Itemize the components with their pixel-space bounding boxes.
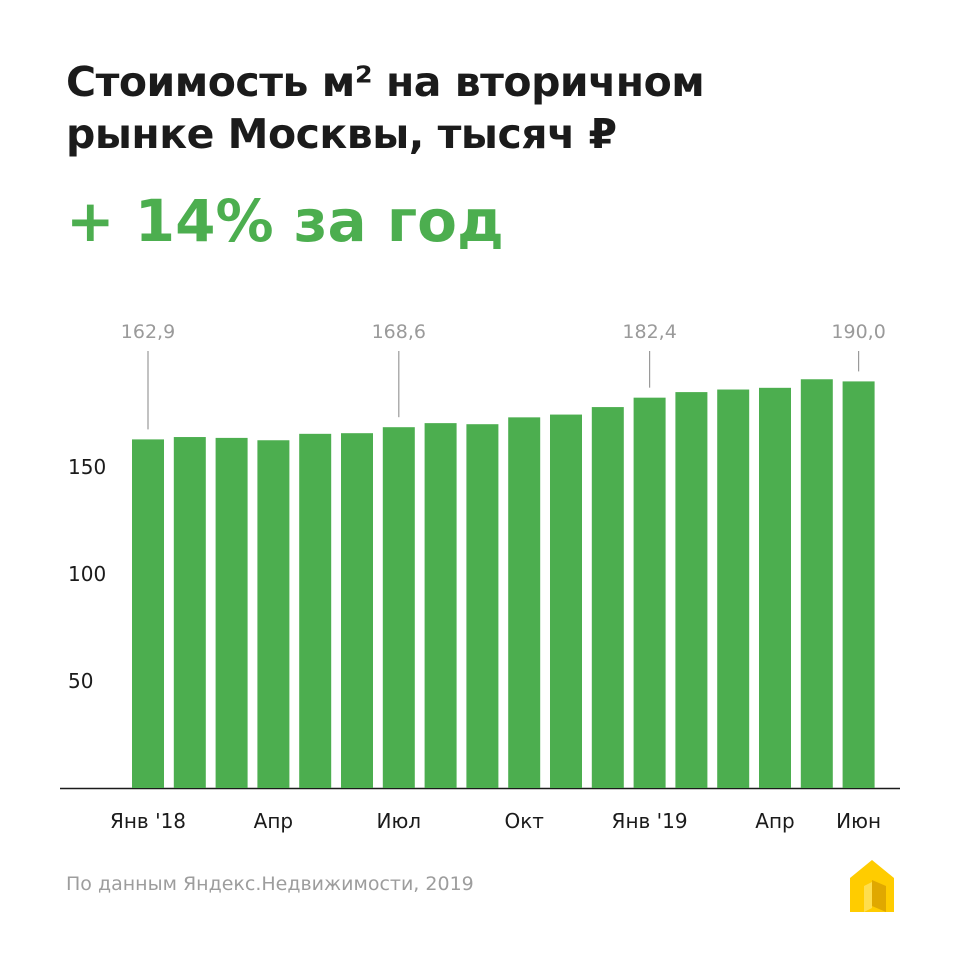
bar-9 bbox=[466, 424, 499, 788]
bar-5 bbox=[299, 433, 332, 788]
data-label: 168,6 bbox=[372, 321, 426, 343]
data-label: 162,9 bbox=[121, 321, 175, 343]
chart-title: Стоимость м² на вторичном рынке Москвы, … bbox=[66, 56, 886, 160]
bar-11 bbox=[550, 414, 582, 788]
bar-2 bbox=[173, 437, 206, 788]
bar-17 bbox=[800, 379, 833, 788]
x-tick-label: Апр bbox=[755, 809, 794, 833]
growth-headline: + 14% за год bbox=[66, 187, 504, 255]
data-label: 190,0 bbox=[831, 321, 885, 343]
x-tick-label: Июн bbox=[836, 809, 881, 833]
bar-1 bbox=[132, 439, 164, 788]
x-tick-label: Окт bbox=[504, 809, 544, 833]
bar-10 bbox=[508, 417, 541, 788]
bar-12 bbox=[591, 407, 624, 788]
y-tick-label: 100 bbox=[68, 562, 106, 586]
bar-3 bbox=[215, 437, 248, 788]
bar-4 bbox=[257, 440, 290, 788]
bar-15 bbox=[717, 389, 750, 788]
bar-14 bbox=[675, 392, 708, 788]
bar-18 bbox=[842, 381, 875, 788]
source-note: По данным Яндекс.Недвижимости, 2019 bbox=[66, 873, 474, 895]
bar-6 bbox=[341, 433, 373, 788]
y-tick-label: 50 bbox=[68, 669, 93, 693]
chart-title-line-1: Стоимость м² на вторичном bbox=[66, 58, 705, 106]
bar-13 bbox=[633, 397, 666, 788]
yandex-realty-house-icon bbox=[850, 860, 894, 912]
x-tick-label: Янв '19 bbox=[612, 809, 688, 833]
data-label: 182,4 bbox=[622, 321, 676, 343]
chart-title-line-2: рынке Москвы, тысяч ₽ bbox=[66, 110, 617, 158]
x-tick-label: Янв '18 bbox=[110, 809, 186, 833]
bar-16 bbox=[759, 387, 791, 788]
y-tick-label: 150 bbox=[68, 455, 106, 479]
x-tick-label: Апр bbox=[254, 809, 293, 833]
bar-8 bbox=[424, 423, 457, 788]
x-tick-label: Июл bbox=[377, 809, 422, 833]
bar-7 bbox=[382, 427, 415, 788]
